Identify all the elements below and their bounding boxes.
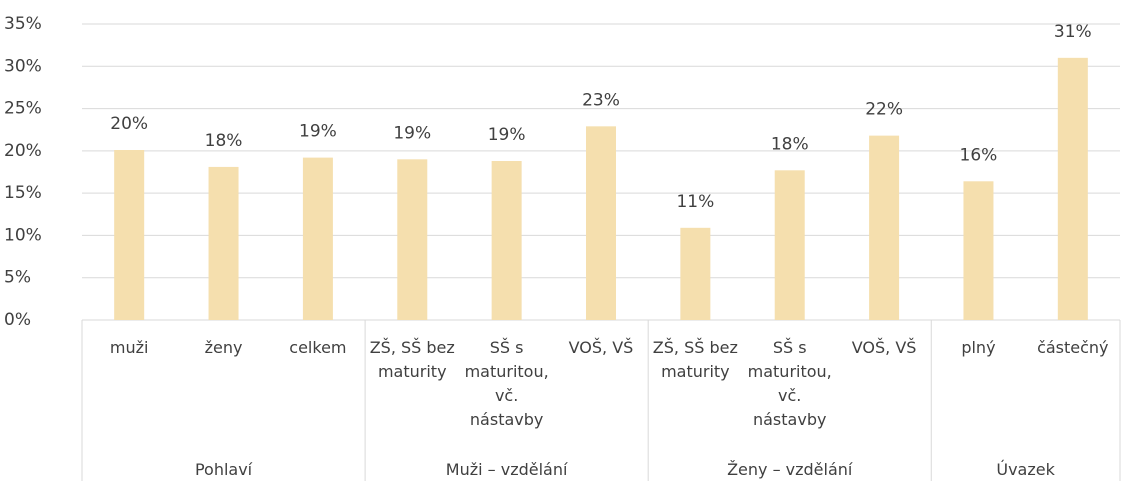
y-tick-label: 30% <box>4 56 42 76</box>
category-label: ZŠ, SŠ bez maturity <box>369 338 455 381</box>
category-label: muži <box>109 338 149 357</box>
bar <box>491 161 522 320</box>
category-label: SŠ s maturitou, vč. nástavby <box>747 338 832 429</box>
y-tick-label: 35% <box>4 14 42 34</box>
category-label: ženy <box>204 338 243 357</box>
value-label: 20% <box>110 114 148 134</box>
y-tick-label: 25% <box>4 99 42 119</box>
category-label: celkem <box>289 338 347 357</box>
y-tick-label: 20% <box>4 141 42 161</box>
value-label: 19% <box>393 123 431 143</box>
bar <box>208 166 239 320</box>
y-tick-label: 15% <box>4 183 42 203</box>
group-label: Muži – vzdělání <box>445 460 568 479</box>
bar <box>1057 57 1088 320</box>
category-label: SŠ s maturitou, vč. nástavby <box>464 338 549 429</box>
bar <box>586 126 616 321</box>
y-tick-label: 0% <box>4 310 31 330</box>
value-label: 31% <box>1054 22 1092 42</box>
category-label: VOŠ, VŠ <box>568 338 634 357</box>
value-label: 19% <box>488 125 526 145</box>
bar <box>302 157 333 320</box>
category-label: VOŠ, VŠ <box>851 338 917 357</box>
bar <box>397 159 428 320</box>
category-label: ZŠ, SŠ bez maturity <box>652 338 738 381</box>
value-label: 16% <box>960 145 998 165</box>
value-label: 18% <box>205 131 243 151</box>
value-label: 11% <box>676 192 714 212</box>
value-label: 23% <box>582 90 620 110</box>
y-tick-label: 5% <box>4 268 31 288</box>
group-label: Pohlaví <box>194 460 253 479</box>
group-label: Ženy – vzdělání <box>727 460 853 479</box>
y-tick-label: 10% <box>4 225 42 245</box>
value-label: 18% <box>771 134 809 154</box>
bar <box>774 170 805 320</box>
category-label: plný <box>961 338 996 357</box>
value-label: 19% <box>299 122 337 142</box>
bar <box>680 227 711 320</box>
bar <box>963 181 994 320</box>
value-label: 22% <box>865 100 903 120</box>
group-label: Úvazek <box>996 460 1055 479</box>
bar <box>869 135 900 320</box>
category-label: částečný <box>1037 338 1109 357</box>
bar <box>114 150 145 320</box>
